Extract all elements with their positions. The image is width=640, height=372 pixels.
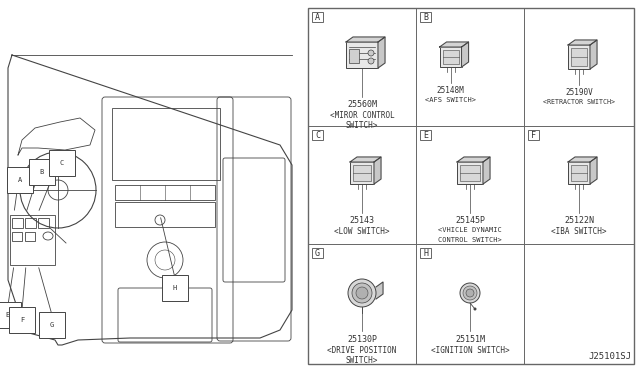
Bar xyxy=(25,232,35,241)
Text: A: A xyxy=(315,13,320,22)
Text: B: B xyxy=(423,13,428,22)
Polygon shape xyxy=(376,282,383,299)
Bar xyxy=(312,12,323,22)
Text: 25151M: 25151M xyxy=(455,335,485,344)
Text: G: G xyxy=(315,248,320,257)
Text: SWITCH>: SWITCH> xyxy=(346,121,378,130)
Bar xyxy=(10,215,55,265)
Bar xyxy=(115,202,215,227)
Polygon shape xyxy=(568,157,597,162)
Circle shape xyxy=(463,286,477,300)
Polygon shape xyxy=(457,157,490,162)
Circle shape xyxy=(368,58,374,64)
Polygon shape xyxy=(346,37,385,42)
Bar xyxy=(349,49,359,63)
Polygon shape xyxy=(350,157,381,162)
Text: <RETRACTOR SWITCH>: <RETRACTOR SWITCH> xyxy=(543,99,615,105)
Text: H: H xyxy=(423,248,428,257)
Text: 25145P: 25145P xyxy=(455,216,485,225)
Circle shape xyxy=(352,283,372,303)
Polygon shape xyxy=(440,42,468,47)
Circle shape xyxy=(460,283,480,303)
Text: 25143: 25143 xyxy=(349,216,374,225)
Polygon shape xyxy=(590,157,597,184)
Text: 25148M: 25148M xyxy=(436,86,465,95)
Bar xyxy=(420,130,431,140)
Bar xyxy=(312,248,323,258)
Text: C: C xyxy=(60,160,64,166)
Bar xyxy=(12,218,23,228)
Bar xyxy=(457,162,483,184)
Text: E: E xyxy=(423,131,428,140)
Bar xyxy=(115,185,215,200)
Text: B: B xyxy=(40,169,44,175)
Bar xyxy=(568,162,590,184)
Text: <AFS SWITCH>: <AFS SWITCH> xyxy=(425,97,476,103)
Text: <LOW SWITCH>: <LOW SWITCH> xyxy=(334,227,390,236)
Circle shape xyxy=(356,287,368,299)
Text: <VHICLE DYNAMIC: <VHICLE DYNAMIC xyxy=(438,227,502,233)
Bar xyxy=(443,50,458,64)
Bar xyxy=(460,165,480,181)
Circle shape xyxy=(474,308,477,311)
Bar xyxy=(112,108,220,180)
Polygon shape xyxy=(483,157,490,184)
Polygon shape xyxy=(461,42,468,67)
Text: F: F xyxy=(531,131,536,140)
Bar xyxy=(571,48,587,66)
Text: SWITCH>: SWITCH> xyxy=(346,356,378,365)
Bar xyxy=(353,165,371,181)
Polygon shape xyxy=(378,37,385,68)
Bar xyxy=(38,218,49,228)
Bar xyxy=(25,218,36,228)
Text: G: G xyxy=(50,322,54,328)
Text: J25101SJ: J25101SJ xyxy=(588,352,631,361)
Bar xyxy=(571,165,587,181)
Text: E: E xyxy=(6,312,10,318)
Text: 25130P: 25130P xyxy=(347,335,377,344)
Bar xyxy=(12,232,22,241)
Text: 25122N: 25122N xyxy=(564,216,594,225)
Text: 25560M: 25560M xyxy=(347,100,377,109)
Circle shape xyxy=(368,50,374,56)
Bar xyxy=(346,42,378,68)
Bar xyxy=(528,130,539,140)
Circle shape xyxy=(466,289,474,297)
Text: C: C xyxy=(315,131,320,140)
Bar xyxy=(440,47,461,67)
Text: F: F xyxy=(20,317,24,323)
Bar xyxy=(312,130,323,140)
Text: H: H xyxy=(173,285,177,291)
Text: <MIROR CONTROL: <MIROR CONTROL xyxy=(330,111,394,120)
Bar xyxy=(568,45,590,69)
Bar xyxy=(350,162,374,184)
Text: <DRIVE POSITION: <DRIVE POSITION xyxy=(327,346,397,355)
Polygon shape xyxy=(568,40,597,45)
Text: A: A xyxy=(18,177,22,183)
Text: CONTROL SWITCH>: CONTROL SWITCH> xyxy=(438,237,502,243)
Text: <IBA SWITCH>: <IBA SWITCH> xyxy=(551,227,607,236)
Text: 25190V: 25190V xyxy=(565,88,593,97)
Text: <IGNITION SWITCH>: <IGNITION SWITCH> xyxy=(431,346,509,355)
Bar xyxy=(420,12,431,22)
Bar xyxy=(420,248,431,258)
Polygon shape xyxy=(374,157,381,184)
Circle shape xyxy=(348,279,376,307)
Bar xyxy=(308,8,634,364)
Polygon shape xyxy=(590,40,597,69)
